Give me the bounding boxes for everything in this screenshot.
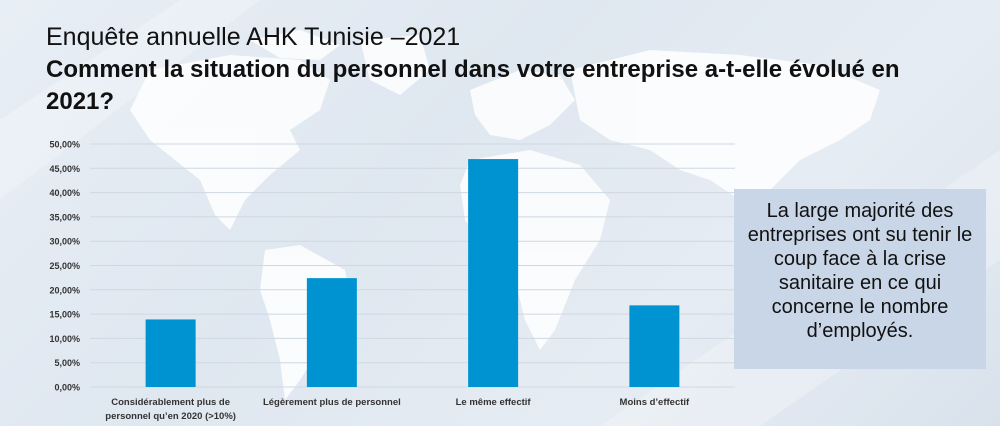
bar [306,278,357,387]
y-tick-label: 40,00% [49,188,80,198]
y-tick-label: 30,00% [49,237,80,247]
chart-title: Comment la situation du personnel dans v… [46,56,900,115]
y-tick-label: 25,00% [49,261,80,271]
bars [145,159,680,387]
y-tick-label: 10,00% [49,334,80,344]
y-tick-label: 20,00% [49,285,80,295]
y-tick-label: 15,00% [49,310,80,320]
header: Enquête annuelle AHK Tunisie –2021 Comme… [46,22,926,118]
x-category-label: Le même effectif [456,397,532,408]
chart-grid [90,143,735,388]
survey-subtitle: Enquête annuelle AHK Tunisie –2021 [46,23,461,51]
y-axis-ticks: 0,00% 5,00% 10,00% 15,00% 20,00% 25,00% 30,00%… [49,140,80,393]
x-category-label: Moins d’effectif [620,397,691,408]
bar [145,319,196,387]
callout-text: La large majorité des entreprises ont su… [747,200,973,342]
y-tick-label: 5,00% [54,358,80,368]
y-tick-label: 0,00% [54,383,80,393]
y-tick-label: 35,00% [49,212,80,222]
y-tick-label: 45,00% [49,164,80,174]
y-tick-label: 50,00% [49,140,80,150]
x-category-label: Considérablement plus de personnel qu’en … [105,397,236,422]
bar [629,305,680,387]
x-category-label: Légèrement plus de personnel [263,397,401,408]
callout-box: La large majorité des entreprises ont su… [734,189,986,369]
bar [468,159,519,387]
x-axis-labels: Considérablement plus de personnel qu’en … [105,397,690,422]
